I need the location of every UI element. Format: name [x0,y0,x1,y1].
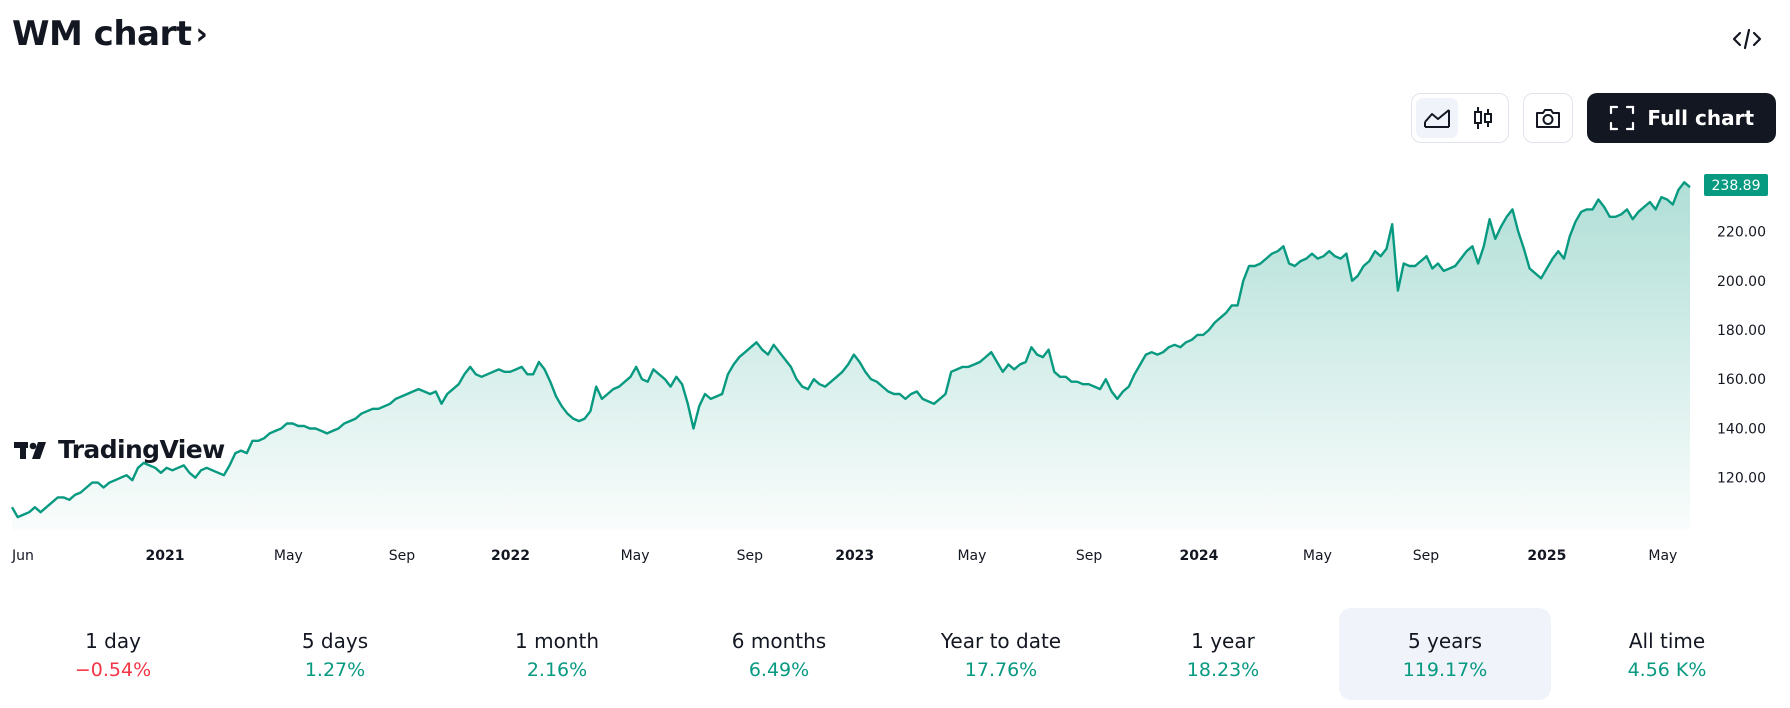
price-area-fill [12,182,1690,531]
period-year-to-date[interactable]: Year to date 17.76% [895,608,1107,700]
period-label: 6 months [731,629,827,653]
chart-toolbar: Full chart [1411,93,1776,143]
camera-icon [1536,109,1561,128]
chart-style-switch [1411,93,1510,143]
x-tick-label: Sep [389,548,416,564]
tradingview-watermark: TradingView [14,435,226,464]
y-tick-label: 220.00 [1717,225,1766,241]
period-label: Year to date [940,629,1062,653]
x-tick-label: May [621,548,650,564]
chart-title-text: WM chart [12,14,192,54]
tradingview-logo-icon [14,442,46,459]
embed-code-icon[interactable] [1730,22,1764,56]
y-tick-label: 140.00 [1717,421,1766,437]
price-line [10,181,1691,519]
x-tick-label: Sep [737,548,764,564]
y-tick-label: 200.00 [1717,274,1766,290]
last-price-label: 238.89 [1712,178,1761,194]
period-selector: 1 day −0.54% 5 days 1.27% 1 month 2.16% 6 mont… [0,608,1790,700]
candles-icon [1474,107,1493,129]
period-1-month[interactable]: 1 month 2.16% [451,608,663,700]
x-tick-label: May [1648,548,1677,564]
candles-button[interactable] [1462,98,1504,138]
chevron-right-icon: › [195,16,208,52]
full-chart-button[interactable]: Full chart [1587,93,1776,143]
period-5-days[interactable]: 5 days 1.27% [229,608,441,700]
period-label: 1 year [1191,629,1255,653]
last-price-badge-box [1704,174,1768,197]
period-5-years[interactable]: 5 years 119.17% [1339,608,1551,700]
x-tick-label: May [957,548,986,564]
period-6-months[interactable]: 6 months 6.49% [673,608,885,700]
period-change: −0.54% [74,659,152,681]
period-change: 2.16% [526,659,588,681]
price-chart[interactable]: 120.00 140.00 160.00 180.00 200.00 220.00 Jun… [0,160,1790,580]
snapshot-button[interactable] [1523,93,1574,143]
period-change: 4.56 K% [1627,659,1707,681]
y-axis: 120.00 140.00 160.00 180.00 200.00 220.00 [1717,225,1766,487]
x-tick-label: May [1303,548,1332,564]
period-change: 6.49% [748,659,810,681]
area-chart-button[interactable] [1416,98,1459,138]
x-tick-label: 2024 [1179,548,1218,564]
y-tick-label: 160.00 [1717,372,1766,388]
x-tick-label: May [274,548,303,564]
x-tick-label: 2021 [146,548,185,564]
period-change: 119.17% [1402,659,1488,681]
y-tick-label: 120.00 [1717,471,1766,487]
period-label: All time [1628,629,1706,653]
area-chart-icon [1424,109,1451,128]
period-1-year[interactable]: 1 year 18.23% [1117,608,1329,700]
period-label: 1 day [85,629,141,653]
period-change: 18.23% [1186,659,1260,681]
period-label: 1 month [515,629,599,653]
y-tick-label: 180.00 [1717,323,1766,339]
chart-title[interactable]: WM chart › [12,14,208,54]
period-change: 17.76% [964,659,1038,681]
x-tick-label: 2022 [491,548,530,564]
x-tick-label: 2023 [835,548,874,564]
period-all-time[interactable]: All time 4.56 K% [1561,608,1773,700]
period-1-day[interactable]: 1 day −0.54% [7,608,219,700]
period-change: 1.27% [304,659,366,681]
x-axis: Jun 2021 May Sep 2022 May Sep 2023 May Sep 2024 May… [11,548,1677,564]
fullscreen-icon [1610,105,1635,131]
period-label: 5 years [1407,629,1483,653]
tradingview-wordmark: TradingView [58,435,225,464]
x-tick-label: Sep [1076,548,1103,564]
last-price-badge: 238.89 [1704,174,1768,197]
x-tick-label: 2025 [1527,548,1566,564]
full-chart-label: Full chart [1647,106,1754,130]
period-label: 5 days [301,629,369,653]
x-tick-label: Jun [11,548,34,564]
x-tick-label: Sep [1413,548,1440,564]
